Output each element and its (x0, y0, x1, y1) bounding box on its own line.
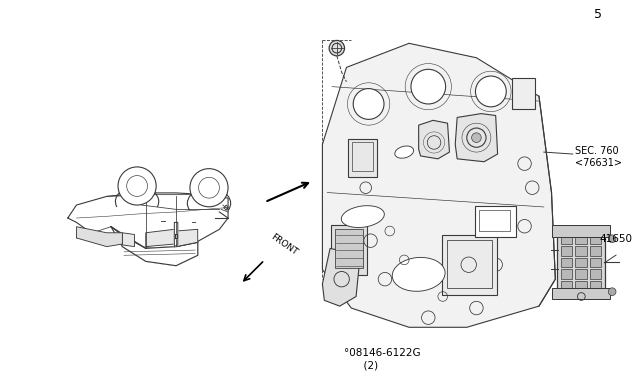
FancyBboxPatch shape (561, 257, 572, 267)
Circle shape (608, 235, 616, 243)
Polygon shape (323, 43, 556, 327)
FancyBboxPatch shape (561, 246, 572, 256)
FancyBboxPatch shape (557, 230, 605, 295)
Circle shape (411, 69, 445, 104)
FancyBboxPatch shape (348, 139, 377, 177)
FancyBboxPatch shape (561, 280, 572, 290)
FancyBboxPatch shape (442, 235, 497, 295)
Text: FRONT: FRONT (269, 232, 299, 257)
FancyBboxPatch shape (589, 234, 601, 244)
FancyBboxPatch shape (575, 280, 587, 290)
FancyBboxPatch shape (512, 78, 535, 109)
FancyBboxPatch shape (589, 269, 601, 279)
Text: 41650: 41650 (600, 234, 632, 244)
Circle shape (476, 76, 506, 107)
FancyBboxPatch shape (335, 229, 363, 267)
Polygon shape (176, 229, 198, 247)
Circle shape (608, 288, 616, 295)
Circle shape (353, 89, 384, 119)
Polygon shape (122, 233, 134, 247)
FancyBboxPatch shape (552, 288, 610, 299)
FancyBboxPatch shape (561, 269, 572, 279)
Polygon shape (111, 227, 198, 266)
Circle shape (118, 167, 156, 205)
FancyBboxPatch shape (589, 246, 601, 256)
Polygon shape (323, 248, 359, 306)
Polygon shape (76, 227, 122, 247)
FancyBboxPatch shape (575, 234, 587, 244)
Ellipse shape (395, 146, 413, 158)
FancyBboxPatch shape (589, 280, 601, 290)
Ellipse shape (392, 257, 445, 291)
Circle shape (190, 169, 228, 207)
Text: SEC. 760
<76631>: SEC. 760 <76631> (575, 146, 621, 168)
FancyBboxPatch shape (575, 269, 587, 279)
Polygon shape (146, 229, 174, 247)
Ellipse shape (341, 206, 385, 228)
Circle shape (329, 41, 344, 56)
FancyBboxPatch shape (589, 257, 601, 267)
FancyBboxPatch shape (561, 234, 572, 244)
Text: °08146-6122G
      (2): °08146-6122G (2) (344, 349, 420, 370)
FancyBboxPatch shape (331, 225, 367, 275)
FancyBboxPatch shape (575, 246, 587, 256)
FancyBboxPatch shape (476, 206, 516, 237)
FancyBboxPatch shape (575, 257, 587, 267)
Circle shape (472, 133, 481, 142)
Polygon shape (419, 120, 449, 159)
Polygon shape (174, 222, 178, 247)
Text: 5: 5 (593, 8, 602, 21)
Polygon shape (175, 234, 177, 238)
FancyBboxPatch shape (552, 225, 610, 237)
Polygon shape (455, 113, 497, 162)
